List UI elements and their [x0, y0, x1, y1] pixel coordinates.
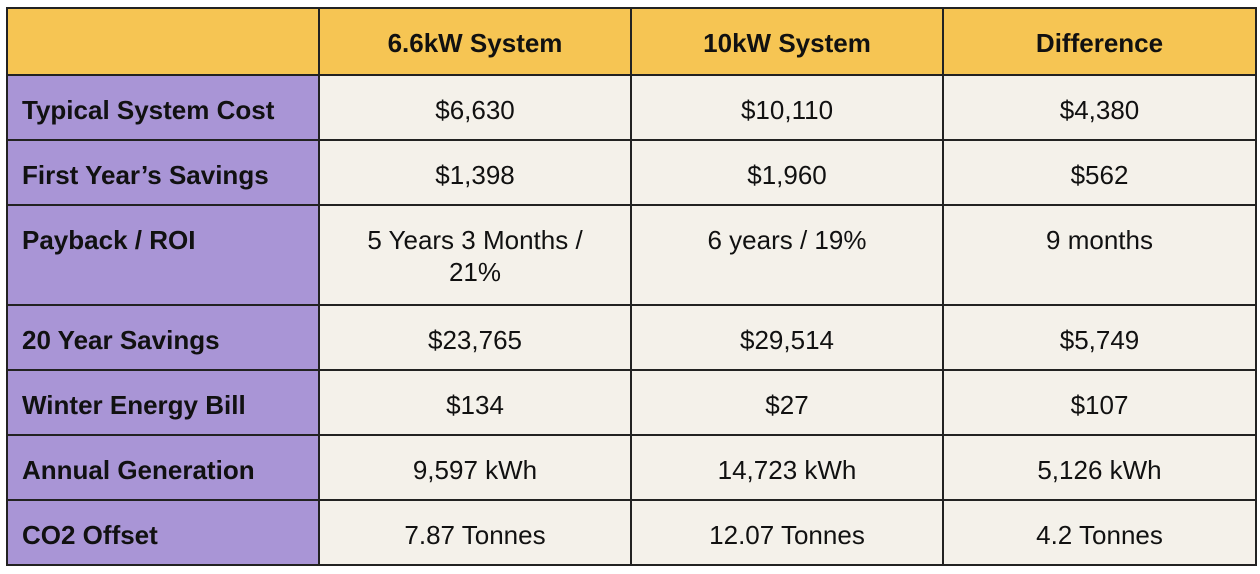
table-cell: $107: [942, 369, 1257, 436]
table-cell: $10,110: [630, 74, 944, 141]
table-cell: 7.87 Tonnes: [318, 499, 632, 566]
row-label: Typical System Cost: [6, 74, 320, 141]
table-cell: $23,765: [318, 304, 632, 371]
table-cell: 6 years / 19%: [630, 204, 944, 306]
corner-cell: [6, 7, 320, 76]
row-label: Payback / ROI: [6, 204, 320, 306]
table-cell: 5,126 kWh: [942, 434, 1257, 501]
table-row: CO2 Offset 7.87 Tonnes 12.07 Tonnes 4.2 Ton…: [6, 499, 1257, 566]
table-cell: $4,380: [942, 74, 1257, 141]
column-header: Difference: [942, 7, 1257, 76]
table-cell: 5 Years 3 Months / 21%: [318, 204, 632, 306]
table-header: 6.6kW System 10kW System Difference: [6, 7, 1257, 76]
table-row: 20 Year Savings $23,765 $29,514 $5,749: [6, 304, 1257, 371]
table-row: Annual Generation 9,597 kWh 14,723 kWh 5,12…: [6, 434, 1257, 501]
table-row: First Year’s Savings $1,398 $1,960 $562: [6, 139, 1257, 206]
table-cell: $29,514: [630, 304, 944, 371]
table-cell: $562: [942, 139, 1257, 206]
row-label: Winter Energy Bill: [6, 369, 320, 436]
table-cell: 9 months: [942, 204, 1257, 306]
table-cell: $27: [630, 369, 944, 436]
table-body: Typical System Cost $6,630 $10,110 $4,380 Fi…: [6, 74, 1257, 566]
column-header: 6.6kW System: [318, 7, 632, 76]
row-label: First Year’s Savings: [6, 139, 320, 206]
table-cell: 14,723 kWh: [630, 434, 944, 501]
column-header: 10kW System: [630, 7, 944, 76]
row-label: Annual Generation: [6, 434, 320, 501]
row-label: CO2 Offset: [6, 499, 320, 566]
table-cell: $1,960: [630, 139, 944, 206]
table-cell: 12.07 Tonnes: [630, 499, 944, 566]
table-cell: $5,749: [942, 304, 1257, 371]
table-row: Payback / ROI 5 Years 3 Months / 21% 6 yea…: [6, 204, 1257, 306]
table-cell: 9,597 kWh: [318, 434, 632, 501]
table-row: Typical System Cost $6,630 $10,110 $4,380: [6, 74, 1257, 141]
table-row: Winter Energy Bill $134 $27 $107: [6, 369, 1257, 436]
table-cell: $1,398: [318, 139, 632, 206]
table-cell: $6,630: [318, 74, 632, 141]
table-cell: 4.2 Tonnes: [942, 499, 1257, 566]
table-cell: $134: [318, 369, 632, 436]
row-label: 20 Year Savings: [6, 304, 320, 371]
comparison-table: 6.6kW System 10kW System Difference Typica…: [6, 7, 1257, 566]
header-row: 6.6kW System 10kW System Difference: [6, 7, 1257, 76]
